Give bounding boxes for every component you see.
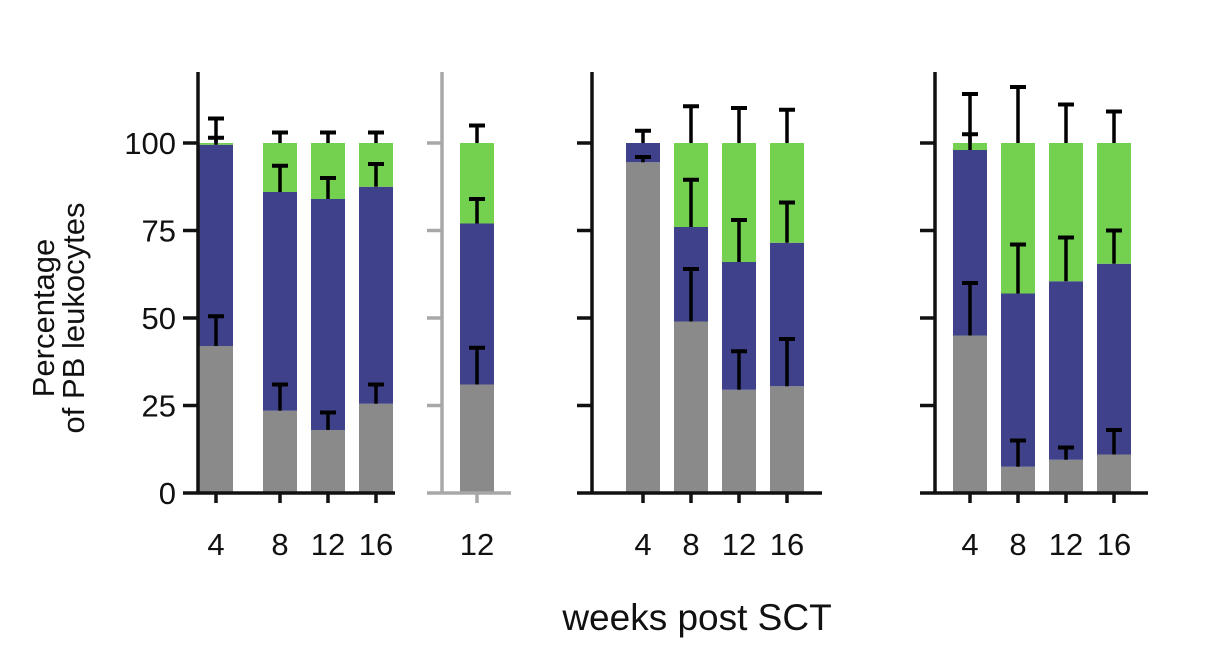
panel-4-bar-16-gray-segment — [1097, 454, 1131, 493]
y-tick-labels: 0 25 50 75 100 — [124, 126, 176, 511]
panel-4-x-tick-label-8: 8 — [1009, 527, 1026, 562]
panel-3-bar-12-gray-segment — [722, 389, 756, 493]
panel-4: 4 8 12 16 — [920, 72, 1148, 562]
y-tick-label-0: 0 — [159, 476, 176, 511]
panel-1-x-tick-label-8: 8 — [271, 527, 288, 562]
panel-4-bar-8-gray-segment — [1001, 466, 1035, 493]
panel-3-bar-4-blue-segment — [626, 143, 660, 163]
panel-3-bar-8-gray-segment — [674, 321, 708, 493]
panel-1-bar-12-blue-segment — [311, 199, 345, 430]
panel-4-bar-4-gray-segment — [953, 335, 987, 493]
panel-4-x-tick-label-16: 16 — [1097, 527, 1131, 562]
y-tick-label-75: 75 — [142, 214, 176, 249]
panel-3-x-tick-label-16: 16 — [770, 527, 804, 562]
panel-1-x-tick-label-16: 16 — [359, 527, 393, 562]
y-tick-label-100: 100 — [124, 126, 176, 161]
panel-1-bar-8-blue-segment — [263, 192, 297, 411]
panel-2-bar-12-gray-segment — [460, 384, 494, 493]
panel-3: 4 8 12 16 — [577, 72, 822, 562]
panel-1-bar-12-gray-segment — [311, 430, 345, 493]
panel-4-bar-12-blue-segment — [1049, 281, 1083, 460]
panel-1-bar-4-blue-segment — [199, 144, 233, 346]
panel-4-x-tick-label-12: 12 — [1049, 527, 1083, 562]
y-axis-title: Percentage of PB leukocytes — [26, 203, 91, 434]
panel-2-x-tick-label-12: 12 — [460, 527, 494, 562]
x-axis-title: weeks post SCT — [561, 597, 831, 638]
panel-1: 4 8 12 16 — [183, 72, 395, 562]
panel-4-bar-8-blue-segment — [1001, 293, 1035, 467]
y-axis-title-line-1: Percentage — [26, 239, 61, 398]
panel-1-bar-8-gray-segment — [263, 410, 297, 493]
panel-4-x-tick-label-4: 4 — [961, 527, 978, 562]
panel-2: 12 — [427, 72, 511, 562]
y-tick-label-25: 25 — [142, 389, 176, 424]
panel-1-x-tick-label-12: 12 — [311, 527, 345, 562]
panel-1-bar-4-gray-segment — [199, 346, 233, 493]
y-tick-label-50: 50 — [142, 301, 176, 336]
panel-1-x-tick-label-4: 4 — [207, 527, 224, 562]
panels-layer: 4 8 12 16 12 4 8 12 16 4 8 12 16 — [183, 72, 1148, 562]
panel-1-bar-16-blue-segment — [359, 186, 393, 404]
y-axis-title-line-2: of PB leukocytes — [56, 203, 91, 434]
panel-4-bar-12-gray-segment — [1049, 459, 1083, 493]
panel-3-x-tick-label-4: 4 — [634, 527, 651, 562]
panel-3-x-tick-label-12: 12 — [722, 527, 756, 562]
panel-3-x-tick-label-8: 8 — [682, 527, 699, 562]
panel-3-bar-16-gray-segment — [770, 386, 804, 493]
panel-3-bar-4-gray-segment — [626, 162, 660, 493]
panel-4-bar-16-blue-segment — [1097, 263, 1131, 455]
panel-1-bar-16-gray-segment — [359, 403, 393, 493]
